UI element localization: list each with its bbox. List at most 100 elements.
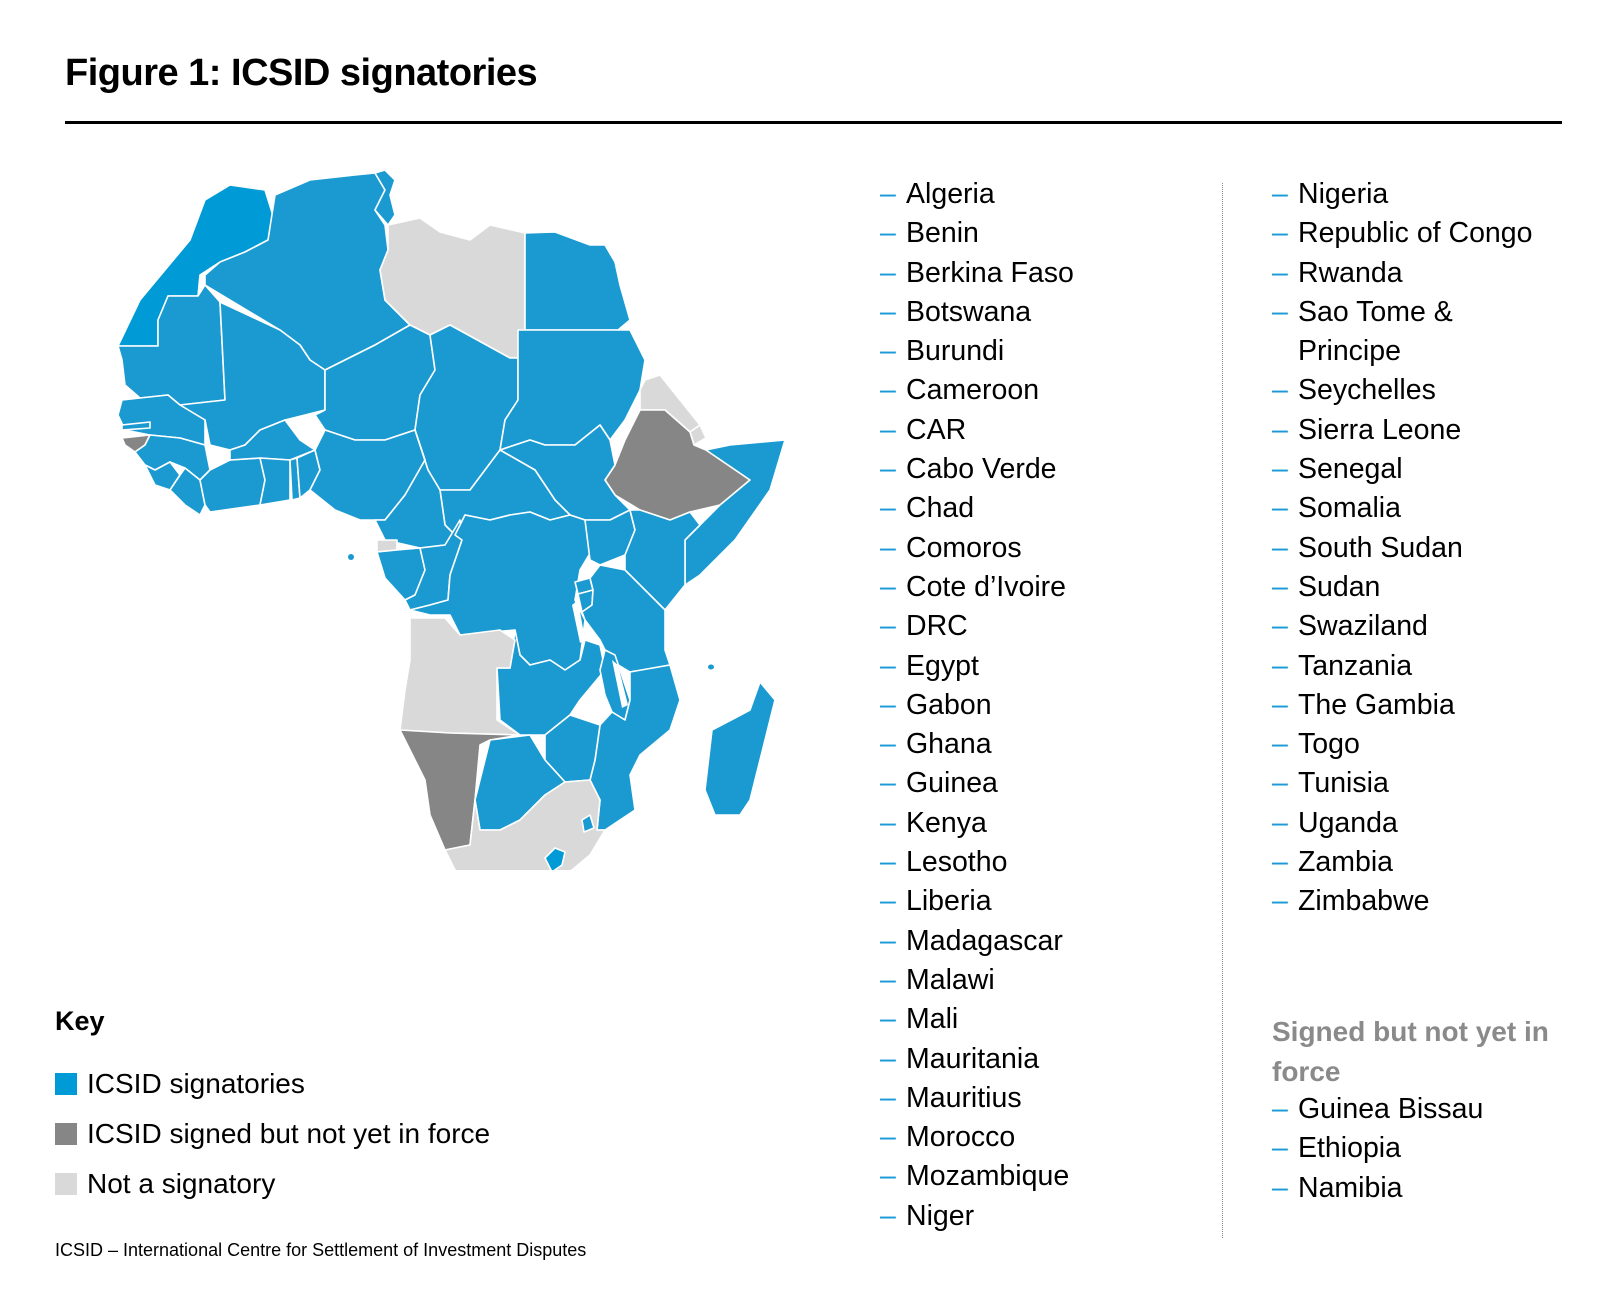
- country-ghana: [259, 457, 291, 506]
- dash-bullet-icon: –: [880, 963, 896, 996]
- country-name: Zimbabwe: [1298, 885, 1430, 918]
- dash-bullet-icon: –: [880, 492, 896, 525]
- country-name: Sierra Leone: [1298, 413, 1462, 446]
- country-angola: [399, 617, 521, 736]
- country-list-item: – Uganda: [1272, 804, 1533, 843]
- dash-bullet-icon: –: [880, 885, 896, 918]
- country-list-item: – Cabo Verde: [880, 450, 1074, 489]
- country-list-item: – Tanzania: [1272, 647, 1533, 686]
- country-name: The Gambia: [1298, 688, 1455, 721]
- footnote: ICSID – International Centre for Settlem…: [55, 1240, 587, 1260]
- country-name: Guinea Bissau: [1298, 1093, 1484, 1125]
- dash-bullet-icon: –: [880, 374, 896, 407]
- dash-bullet-icon: –: [880, 1003, 896, 1036]
- key-label: ICSID signatories: [87, 1068, 305, 1099]
- country-south-africa: [444, 779, 606, 870]
- key-item-signed-not-in-force: ICSID signed but not yet in force: [55, 1109, 490, 1159]
- country-egypt: [524, 231, 631, 331]
- country-name: Zambia: [1298, 846, 1394, 879]
- country-name: Nigeria: [1298, 178, 1389, 210]
- country-name: CAR: [906, 413, 967, 446]
- country-list-item: – Rwanda: [1272, 254, 1533, 293]
- country-list-item: – Zambia: [1272, 843, 1533, 882]
- country-lesotho: [544, 847, 566, 870]
- country-list-item: – Chad: [880, 489, 1074, 528]
- dash-bullet-icon: –: [1272, 728, 1288, 761]
- dash-bullet-icon: –: [1272, 649, 1288, 682]
- dash-bullet-icon: –: [880, 688, 896, 721]
- dash-bullet-icon: –: [880, 256, 896, 289]
- key-item-signatory: ICSID signatories: [55, 1059, 490, 1109]
- signatory-list-column-2: – Nigeria – Republic of Congo – Rwanda – Sao To…: [1272, 175, 1533, 922]
- country-list-item: – Republic of Congo: [1272, 214, 1533, 253]
- country-list-item: – CAR: [880, 411, 1074, 450]
- country-somalia: [684, 439, 786, 586]
- dash-bullet-icon: –: [880, 846, 896, 879]
- country-list-item: – Cameroon: [880, 371, 1074, 410]
- dash-bullet-icon: –: [1272, 531, 1288, 564]
- country-name: Gabon: [906, 688, 992, 721]
- country-list-item: – Lesotho: [880, 843, 1074, 882]
- column-divider: [1222, 183, 1223, 1238]
- dash-bullet-icon: –: [1272, 256, 1288, 289]
- dash-bullet-icon: –: [880, 649, 896, 682]
- country-list-item: – Swaziland: [1272, 607, 1533, 646]
- country-comoros: [708, 664, 714, 670]
- country-name: Burundi: [906, 335, 1005, 368]
- dash-bullet-icon: –: [1272, 885, 1288, 918]
- country-swaziland: [581, 814, 595, 833]
- dash-bullet-icon: –: [880, 570, 896, 603]
- key-title: Key: [55, 1006, 105, 1036]
- country-list-item: – Malawi: [880, 961, 1074, 1000]
- dash-bullet-icon: –: [1272, 1093, 1288, 1125]
- lake-tanganyika: [572, 600, 585, 643]
- country-name: Malawi: [906, 963, 995, 996]
- country-name: Lesotho: [906, 846, 1008, 879]
- lake-malawi: [612, 660, 628, 708]
- country-list-item: – The Gambia: [1272, 686, 1533, 725]
- country-name: Cameroon: [906, 374, 1040, 407]
- dash-bullet-icon: –: [880, 924, 896, 957]
- country-name: Ethiopia: [1298, 1132, 1401, 1165]
- country-name: Liberia: [906, 885, 992, 918]
- country-list-item: – Guinea Bissau: [1272, 1090, 1483, 1129]
- country-name: Niger: [906, 1199, 975, 1232]
- country-list-item: – Tunisia: [1272, 764, 1533, 803]
- dash-bullet-icon: –: [880, 1121, 896, 1154]
- country-list-item: – Mozambique: [880, 1157, 1074, 1196]
- country-name: Sao Tome & Principe: [1298, 295, 1453, 368]
- dash-bullet-icon: –: [1272, 610, 1288, 643]
- dash-bullet-icon: –: [1272, 806, 1288, 839]
- dash-bullet-icon: –: [1272, 1171, 1288, 1204]
- country-list-item: – Somalia: [1272, 489, 1533, 528]
- country-burkina-faso: [229, 419, 316, 461]
- country-sudan: [499, 329, 646, 451]
- country-list-item: – Sudan: [1272, 568, 1533, 607]
- country-kenya: [624, 509, 701, 611]
- country-list-item: – Guinea: [880, 764, 1074, 803]
- dash-bullet-icon: –: [880, 1081, 896, 1114]
- dash-bullet-icon: –: [880, 217, 896, 250]
- dash-bullet-icon: –: [880, 1199, 896, 1232]
- dash-bullet-icon: –: [1272, 767, 1288, 800]
- country-list-item: – Berkina Faso: [880, 254, 1074, 293]
- country-name: Republic of Congo: [1298, 217, 1533, 250]
- dash-bullet-icon: –: [880, 531, 896, 564]
- dash-bullet-icon: –: [880, 335, 896, 368]
- country-name: Mauritius: [906, 1081, 1022, 1114]
- dash-bullet-icon: –: [1272, 178, 1288, 210]
- country-list-item: – South Sudan: [1272, 529, 1533, 568]
- country-list-item: – Nigeria: [1272, 175, 1533, 214]
- key-label: Not a signatory: [87, 1168, 276, 1199]
- country-name: Uganda: [1298, 806, 1398, 839]
- country-name: Somalia: [1298, 492, 1401, 525]
- swatch-signatory: [55, 1073, 77, 1095]
- country-name: Botswana: [906, 295, 1032, 328]
- country-list-item: – Benin: [880, 214, 1074, 253]
- swatch-not-signatory: [55, 1173, 77, 1195]
- country-list-item: – Morocco: [880, 1118, 1074, 1157]
- country-name: Madagascar: [906, 924, 1063, 957]
- country-name: Tunisia: [1298, 767, 1389, 800]
- country-list-item: – Mauritania: [880, 1040, 1074, 1079]
- dash-bullet-icon: –: [880, 1042, 896, 1075]
